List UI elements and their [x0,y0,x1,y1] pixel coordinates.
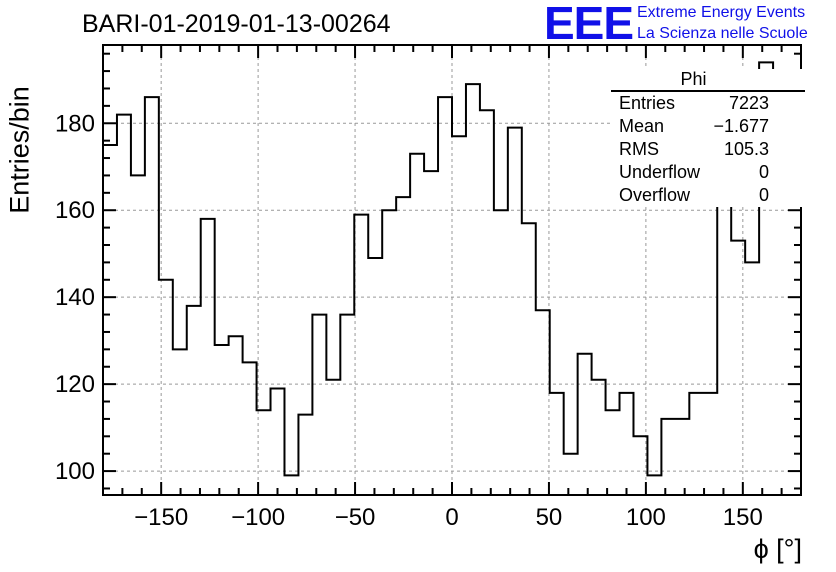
stats-value: 0 [758,162,769,182]
histogram-bin [438,97,452,495]
histogram-bin [620,393,634,495]
histogram-bin [689,393,703,495]
stats-key: Entries [619,93,676,113]
stats-value: 105.3 [723,139,769,159]
histogram-bin [271,388,285,495]
histogram-bin [522,223,536,495]
y-tick-label: 120 [55,371,95,398]
histogram-bin [494,210,508,495]
histogram-bin [661,419,675,495]
x-tick-label: −100 [231,504,285,531]
stats-value: −1.677 [713,116,769,136]
histogram-bin [201,219,215,495]
stats-rule [611,90,805,92]
histogram-bin [340,315,354,495]
histogram-bin [508,128,522,495]
x-tick-label: −50 [335,504,376,531]
y-axis-label: Entries/bin [4,86,35,214]
histogram-bin [424,171,438,495]
y-tick-label: 100 [55,458,95,485]
histogram-bin [410,154,424,495]
stats-value: 7223 [728,93,769,113]
logo-line-1: Extreme Energy Events [637,4,806,21]
x-tick-label: 100 [626,504,666,531]
histogram-bin [466,84,480,495]
stats-key: Overflow [619,185,691,205]
histogram-bin [731,241,745,495]
x-tick-label: 50 [536,504,563,531]
y-axis-label-box: Entries/bin [4,86,36,214]
stats-key: RMS [619,139,659,159]
histogram-bin [382,210,396,495]
histogram-bin [131,175,145,495]
histogram-bin [606,410,620,495]
stats-name: Phi [680,69,707,89]
histogram-bin [480,110,494,495]
histogram-bin [717,184,731,495]
histogram-bin [368,258,382,495]
histogram-bin [536,310,550,495]
chart-title: BARI-01-2019-01-13-00264 [82,10,391,38]
histogram-bin [703,393,717,495]
histogram-bin [103,145,117,495]
histogram-bin [159,280,173,495]
histogram-line [103,61,801,477]
eee-logo: EEE [544,0,634,49]
x-axis-label: ϕ [°] [753,534,802,564]
histogram-bin [173,349,187,495]
histogram-bin [298,415,312,495]
histogram-bin [354,215,368,495]
x-tick-label: −150 [134,504,188,531]
stats-value: 0 [758,185,769,205]
histogram-bin [745,262,759,495]
y-tick-label: 140 [55,284,95,311]
stats-key: Underflow [619,162,701,182]
histogram-bin [145,97,159,495]
histogram-bin [592,380,606,495]
histogram-bin [675,419,689,495]
histogram-bin [647,475,661,495]
histogram-bin [312,315,326,495]
histogram-bin [550,393,564,495]
histogram-bin [215,345,229,495]
axis-ticks [102,45,802,495]
histogram-bin [452,136,466,495]
histogram-bin [187,306,201,495]
stats-key: Mean [619,116,665,136]
histogram-bin [243,362,257,495]
y-tick-label: 180 [55,110,95,137]
histogram-bin [229,336,243,495]
histogram-bin [117,115,131,495]
histogram-bin [396,197,410,495]
histogram-bin [578,354,592,495]
x-tick-label: 0 [445,504,458,531]
x-tick-label: 150 [723,504,763,531]
histogram-bin [326,380,340,495]
histogram-bin [564,454,578,495]
logo-line-2: La Scienza nelle Scuole [637,25,808,42]
y-tick-label: 160 [55,197,95,224]
tick-labels: −150 −100 −50 0 50 100 150 100 120 140 160 180 [55,110,763,531]
stats-box: Phi Entries 7223 Mean −1.677 RMS 105.3 U… [611,69,805,207]
